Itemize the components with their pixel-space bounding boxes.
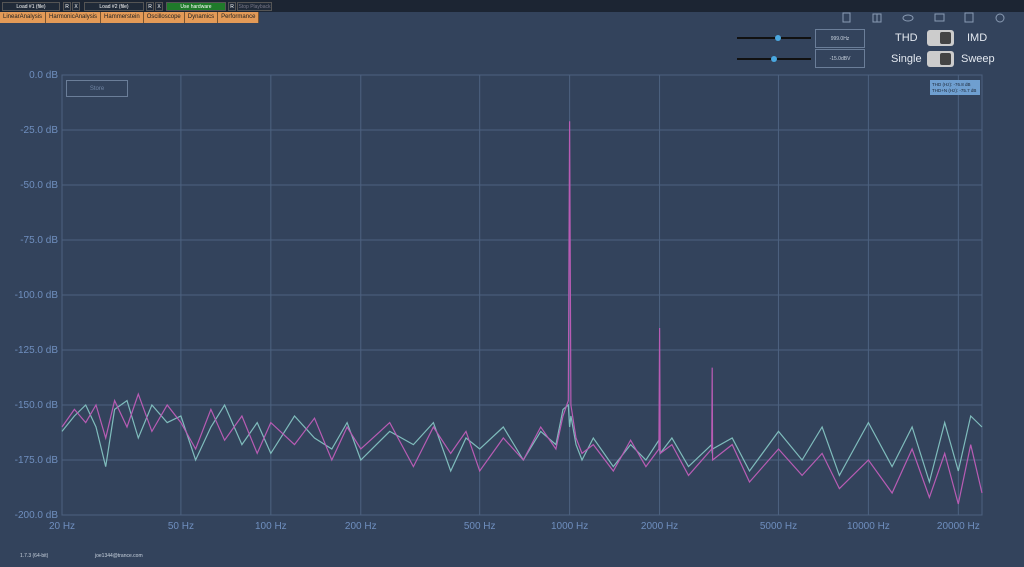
load-button[interactable]: Load #1 (file) <box>2 2 60 11</box>
tab-bar: LinearAnalysis HarmonicAnalysis Hammerstei… <box>0 12 260 23</box>
settings-icon[interactable] <box>995 13 1005 23</box>
y-tick-label: -75.0 dB <box>20 235 58 246</box>
tab[interactable]: HarmonicAnalysis <box>46 12 102 23</box>
x-tick-label: 50 Hz <box>168 521 194 532</box>
thd-label: THD <box>895 32 918 44</box>
x-tick-label: 10000 Hz <box>847 521 890 532</box>
stop-button[interactable]: Stop Playback <box>237 2 272 11</box>
level-field[interactable]: -15.0dBV <box>815 49 865 68</box>
spectrum-line <box>61 399 983 485</box>
small-button[interactable]: X <box>155 2 163 11</box>
y-tick-label: -100.0 dB <box>15 290 59 301</box>
load-button[interactable]: Load #2 (file) <box>84 2 144 11</box>
small-button[interactable]: X <box>72 2 80 11</box>
email-text: joe1344@trance.com <box>95 553 143 559</box>
y-tick-label: -50.0 dB <box>20 180 58 191</box>
mode-toggle[interactable] <box>927 30 954 46</box>
small-button[interactable]: R <box>228 2 236 11</box>
annotation: THD (Hz): -76.8 dB <box>932 82 971 87</box>
spectrum-line <box>61 121 983 505</box>
tab[interactable]: Hammerstein <box>101 12 144 23</box>
x-tick-label: 20 Hz <box>49 521 75 532</box>
slider-thumb[interactable] <box>775 35 781 41</box>
small-button[interactable]: R <box>63 2 71 11</box>
y-tick-label: -175.0 dB <box>15 455 59 466</box>
frequency-field[interactable]: 999.0Hz <box>815 29 865 48</box>
x-tick-label: 5000 Hz <box>760 521 797 532</box>
notes-icon[interactable] <box>842 12 851 23</box>
y-tick-label: -200.0 dB <box>15 510 59 521</box>
x-tick-label: 200 Hz <box>345 521 377 532</box>
version-text: 1.7.3 (64-bit) <box>20 553 49 559</box>
tab[interactable]: Oscilloscope <box>143 12 185 23</box>
tab[interactable]: Performance <box>218 12 260 23</box>
tab[interactable]: Dynamics <box>184 12 219 23</box>
x-tick-label: 1000 Hz <box>551 521 588 532</box>
x-tick-label: 100 Hz <box>255 521 287 532</box>
hardware-button[interactable]: Use hardware <box>166 2 226 11</box>
book-icon[interactable] <box>872 13 882 23</box>
camera-icon[interactable] <box>934 13 945 22</box>
small-button[interactable]: R <box>146 2 154 11</box>
icon-row <box>842 12 1005 23</box>
x-tick-label: 2000 Hz <box>641 521 678 532</box>
y-tick-label: -150.0 dB <box>15 400 59 411</box>
tab[interactable]: LinearAnalysis <box>0 12 47 23</box>
sweep-label: Sweep <box>961 53 995 65</box>
single-label: Single <box>891 53 922 65</box>
annotation-bg <box>930 80 980 95</box>
y-tick-label: -25.0 dB <box>20 125 58 136</box>
eye-icon[interactable] <box>902 14 914 22</box>
calc-icon[interactable] <box>964 12 974 23</box>
imd-label: IMD <box>967 32 988 44</box>
y-tick-label: -125.0 dB <box>15 345 59 356</box>
y-tick-label: 0.0 dB <box>29 70 58 81</box>
x-tick-label: 500 Hz <box>464 521 496 532</box>
sliders <box>737 35 811 62</box>
sweep-toggle[interactable] <box>927 51 954 67</box>
slider-thumb[interactable] <box>771 56 777 62</box>
annotation: THD+N (Hz): -75.7 dB <box>932 88 976 93</box>
store-button[interactable]: Store <box>66 80 128 97</box>
x-tick-label: 20000 Hz <box>937 521 980 532</box>
